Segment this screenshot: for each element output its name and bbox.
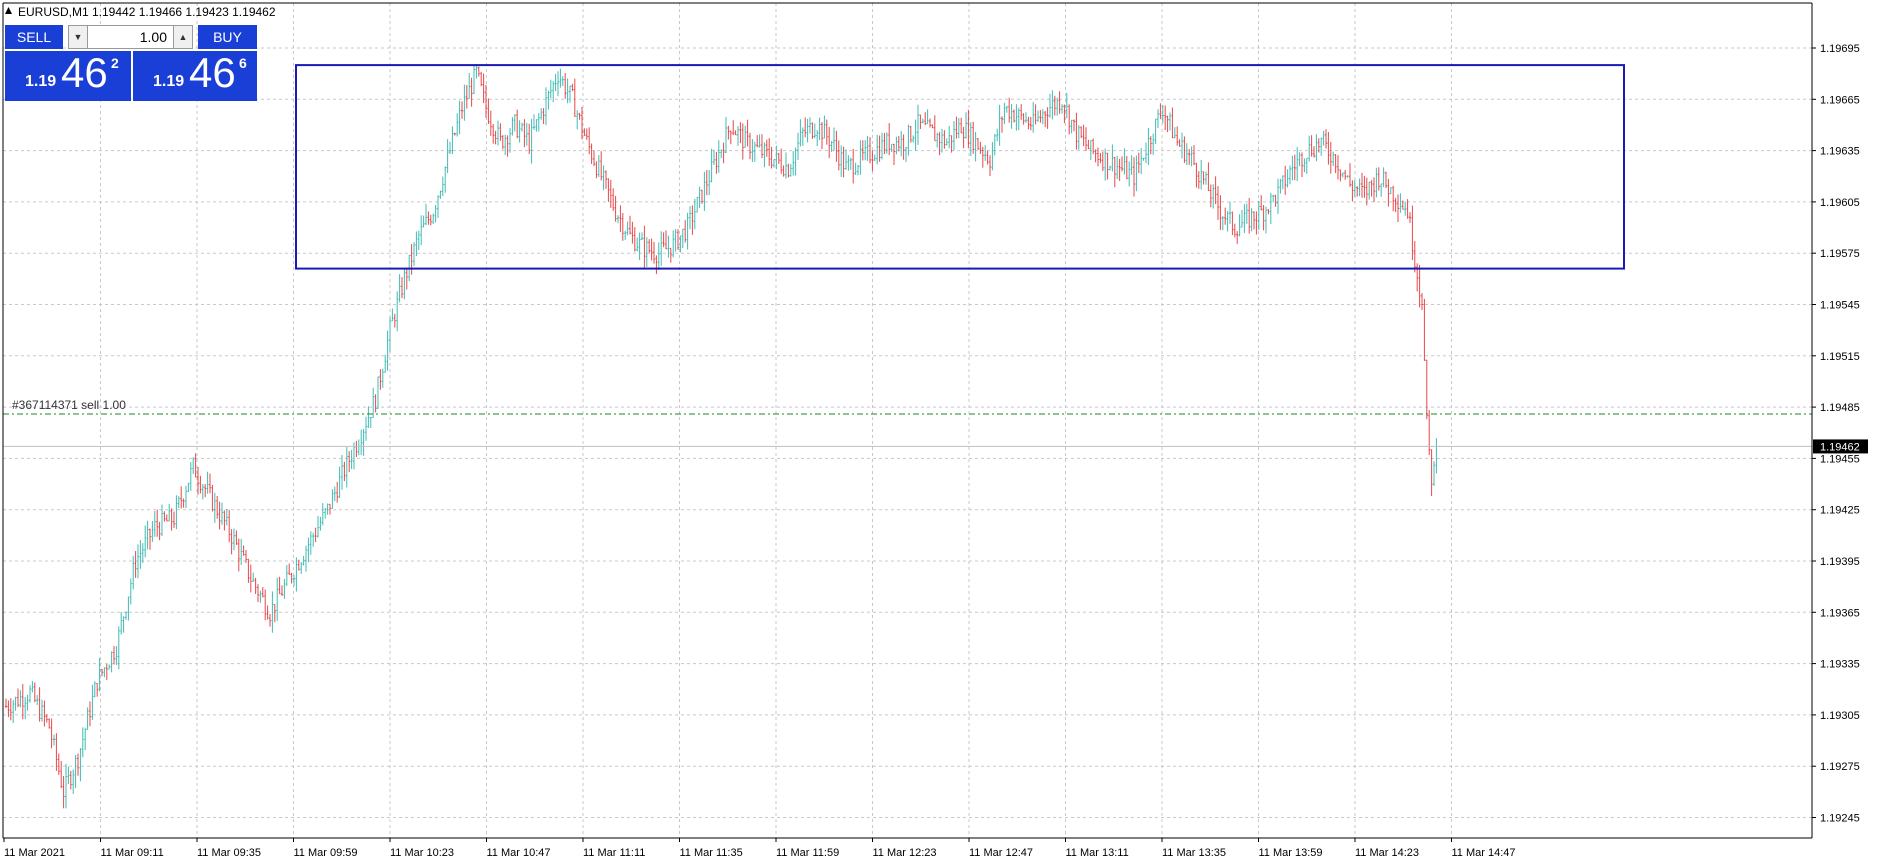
buy-price-button[interactable]: 1.19 46 6	[133, 49, 257, 101]
time-tick-label: 11 Mar 11:35	[680, 847, 743, 859]
sell-price-button[interactable]: 1.19 46 2	[5, 49, 131, 101]
lot-decrease-button[interactable]: ▼	[68, 25, 88, 49]
time-axis[interactable]: 11 Mar 2021 11 Mar 09:11 11 Mar 09:35 11 Ma…	[3, 838, 1516, 859]
price-tick-label: 1.19245	[1820, 813, 1860, 825]
time-tick-label: 11 Mar 12:23	[873, 847, 937, 859]
lot-increase-button[interactable]: ▲	[173, 25, 193, 49]
ohlc-readout: 1.19442 1.19466 1.19423 1.19462	[92, 5, 276, 19]
price-tick-label: 1.19695	[1820, 43, 1860, 55]
price-tick-label: 1.19455	[1820, 453, 1860, 465]
collapse-triangle-icon[interactable]	[5, 7, 12, 14]
price-tick-label: 1.19305	[1820, 710, 1860, 722]
price-tick-label: 1.19605	[1820, 197, 1860, 209]
time-tick-label: 11 Mar 12:47	[969, 847, 1033, 859]
price-tick-label: 1.19575	[1820, 248, 1860, 260]
time-tick-label: 11 Mar 10:47	[487, 847, 551, 859]
buy-price-main: 46	[189, 49, 236, 96]
time-tick-label: 11 Mar 13:11	[1066, 847, 1129, 859]
sell-price-main: 46	[61, 49, 108, 96]
price-tick-label: 1.19515	[1820, 351, 1860, 363]
symbol-title: EURUSD,M1	[18, 5, 89, 19]
price-tick-label: 1.19425	[1820, 505, 1860, 517]
lot-size-input[interactable]	[88, 25, 173, 49]
price-tick-label: 1.19275	[1820, 761, 1860, 773]
time-tick-label: 11 Mar 2021	[4, 847, 65, 859]
time-tick-label: 11 Mar 14:47	[1452, 847, 1516, 859]
price-tick-label: 1.19395	[1820, 556, 1860, 568]
sell-price-prefix: 1.19	[25, 73, 57, 90]
buy-button[interactable]: BUY	[198, 25, 257, 49]
price-axis[interactable]: 1.19695 1.19665 1.19635 1.19605 1.19575 1.195…	[1812, 43, 1860, 825]
current-price-marker	[1813, 439, 1868, 454]
price-tick-label: 1.19635	[1820, 146, 1860, 158]
candles-layer	[5, 63, 1438, 809]
price-tick-label: 1.19545	[1820, 300, 1860, 312]
buy-price-prefix: 1.19	[153, 73, 185, 90]
price-tick-label: 1.19335	[1820, 659, 1860, 671]
current-price-label: 1.19462	[1820, 441, 1860, 453]
order-line-label: #367114371 sell 1.00	[12, 398, 126, 412]
buy-price-fraction: 6	[239, 55, 247, 71]
time-tick-label: 11 Mar 09:11	[101, 847, 164, 859]
range-rectangle[interactable]	[295, 64, 1625, 270]
time-tick-label: 11 Mar 13:59	[1259, 847, 1323, 859]
sell-price-fraction: 2	[111, 55, 119, 71]
time-tick-label: 11 Mar 14:23	[1355, 847, 1419, 859]
time-tick-label: 11 Mar 09:35	[197, 847, 261, 859]
price-tick-label: 1.19665	[1820, 94, 1860, 106]
time-tick-label: 11 Mar 09:59	[294, 847, 358, 859]
time-tick-label: 11 Mar 10:23	[390, 847, 454, 859]
chevron-down-icon: ▼	[73, 32, 83, 42]
chevron-up-icon: ▲	[178, 32, 188, 42]
time-tick-label: 11 Mar 11:59	[776, 847, 839, 859]
time-tick-label: 11 Mar 11:11	[583, 847, 645, 859]
price-tick-label: 1.19485	[1820, 402, 1860, 414]
time-tick-label: 11 Mar 13:35	[1162, 847, 1226, 859]
sell-button[interactable]: SELL	[5, 25, 63, 49]
one-click-trading-panel: SELL ▼ ▲ BUY 1.19 46 2 1.19 46 6	[5, 25, 257, 101]
price-tick-label: 1.19365	[1820, 607, 1860, 619]
